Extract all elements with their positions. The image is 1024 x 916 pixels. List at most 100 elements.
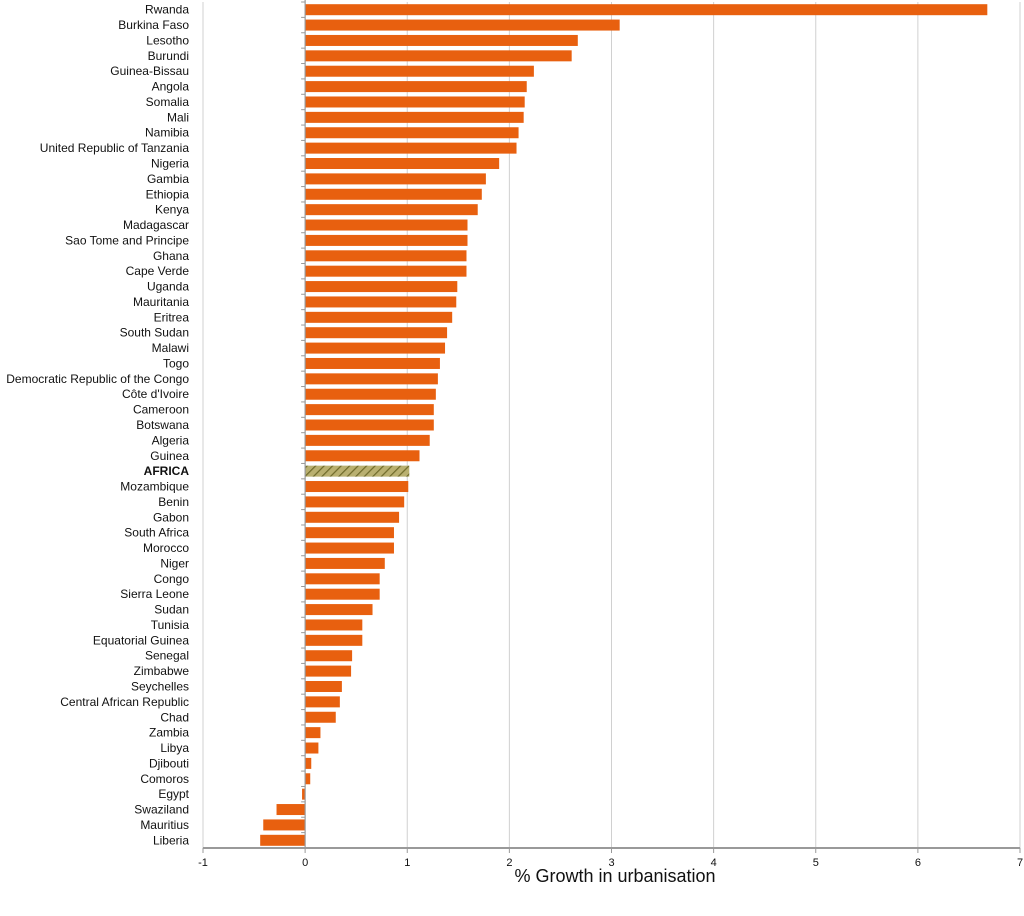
category-label: Zimbabwe [134,664,190,678]
category-label: Eritrea [154,310,190,324]
bar [305,496,405,508]
bar [305,419,434,431]
bar [302,788,306,800]
category-label: Côte d'Ivoire [122,387,189,401]
bar [305,711,336,723]
category-label: Malawi [152,341,189,355]
category-label: Djibouti [149,756,189,770]
bar [305,19,620,31]
category-label: Togo [163,356,189,370]
category-label: Liberia [153,833,189,847]
bar [263,819,306,831]
bar [305,65,534,77]
category-label: Ethiopia [146,187,190,201]
x-tick-label: 5 [813,857,819,869]
category-label: Mauritius [140,818,189,832]
category-label: Sudan [154,603,189,617]
bar [305,204,478,216]
category-label: Sierra Leone [120,587,189,601]
category-label: Nigeria [151,157,189,171]
bar [305,542,394,554]
bar [305,357,440,369]
category-label: Algeria [152,433,190,447]
category-label: Namibia [145,126,189,140]
category-label: Angola [152,80,190,94]
bar [305,111,524,123]
category-label: Benin [158,495,189,509]
category-label: Guinea-Bissau [110,64,189,78]
bar [305,742,319,754]
x-tick-label: 0 [302,857,308,869]
category-label: Burkina Faso [118,18,189,32]
bar [305,342,446,354]
bar [305,34,578,46]
category-label: Libya [160,741,189,755]
x-tick-label: 2 [506,857,512,869]
category-label: Cameroon [133,403,189,417]
x-tick-label: 4 [711,857,717,869]
category-label: South Sudan [120,326,189,340]
tick-labels: -1 0 1 2 3 4 5 6 7 [198,857,1023,869]
category-label: Madagascar [123,218,189,232]
category-label: Mauritania [133,295,189,309]
axes [202,0,1021,853]
bar [305,234,468,246]
category-label: Lesotho [146,33,189,47]
category-label: Gabon [153,510,189,524]
category-label: United Republic of Tanzania [40,141,190,155]
bar [305,450,420,462]
category-label: Morocco [143,541,189,555]
bar [305,773,311,785]
category-label: Equatorial Guinea [93,633,189,647]
category-label: Tunisia [151,618,190,632]
category-label: Chad [160,710,189,724]
bars [260,4,988,846]
bar [305,50,572,62]
bar [305,142,517,154]
category-label: Zambia [149,726,189,740]
bar [305,619,363,631]
category-label: Burundi [148,49,189,63]
bar [305,588,380,600]
bar [305,250,467,262]
x-axis-title: % Growth in urbanisation [514,866,715,886]
category-label: Guinea [150,449,189,463]
bar [305,265,467,277]
category-label: Senegal [145,649,189,663]
category-label: Swaziland [134,803,189,817]
bar [305,96,525,108]
x-tick-label: 1 [404,857,410,869]
bar [305,327,448,339]
bar [260,834,306,846]
bar [305,296,457,308]
category-label: Botswana [136,418,189,432]
bar [305,4,988,16]
x-tick-label: 3 [608,857,614,869]
bar [276,804,306,816]
bar [305,434,430,446]
bar [305,158,500,170]
bar [305,173,486,185]
bar [305,727,321,739]
category-label: Comoros [140,772,189,786]
category-label: Rwanda [145,3,189,17]
bar [305,388,436,400]
bar [305,696,340,708]
category-label: Ghana [153,249,189,263]
bar [305,311,453,323]
bar [305,604,373,616]
bar [305,219,468,231]
bar [305,188,482,200]
bar-africa [305,465,410,477]
bar [305,281,458,293]
bar [305,650,353,662]
category-label: Central African Republic [60,695,189,709]
bar [305,511,400,523]
category-label: Niger [160,556,189,570]
category-label: Congo [154,572,190,586]
x-tick-label: 6 [915,857,921,869]
category-label: AFRICA [144,464,190,478]
